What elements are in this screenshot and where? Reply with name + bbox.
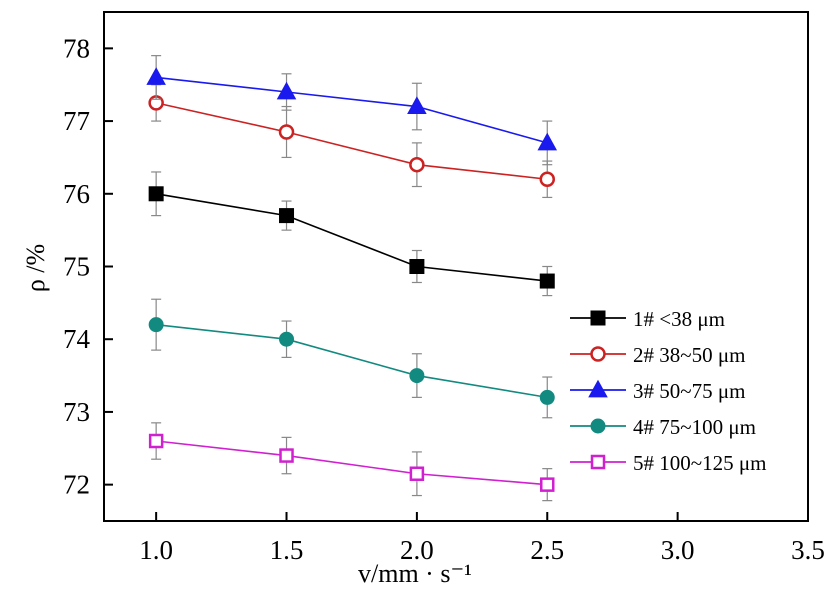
legend-marker-2 [590, 346, 606, 362]
series-1 [148, 171, 555, 297]
y-tick-label-6: 78 [63, 33, 90, 63]
series-1-line [156, 192, 548, 282]
series-2-point-1 [278, 124, 295, 140]
series-2-line [155, 102, 548, 181]
legend-label-4: 4# 75~100 μm [633, 415, 756, 439]
series-3-point-0 [146, 67, 166, 85]
y-tick-label-3: 75 [63, 252, 90, 282]
series-layer [146, 55, 558, 502]
y-tick-label-1: 73 [63, 397, 90, 427]
series-5-line [156, 440, 548, 486]
series-4-line [156, 323, 548, 399]
legend-marker-5 [590, 454, 606, 470]
x-tick-label-2: 2.0 [400, 535, 434, 565]
legend: 1# <38 μm 2# 38~50 μm 3# 50~75 μm 4# 75~100… [570, 307, 766, 475]
ticks: 1.0 1.5 2.0 2.5 3.0 3.5 72 73 74 75 76 77 78 [63, 33, 825, 565]
series-5 [148, 422, 555, 502]
series-2-point-2 [409, 156, 425, 173]
series-4-point-0 [148, 317, 164, 333]
x-tick-label-3: 2.5 [530, 535, 564, 565]
legend-label-1: 1# <38 μm [633, 307, 725, 331]
y-tick-label-2: 74 [63, 324, 91, 354]
series-4-point-3 [539, 389, 555, 405]
x-tick-label-1: 1.5 [270, 535, 304, 565]
legend-label-2: 2# 38~50 μm [633, 343, 745, 367]
series-5-point-2 [409, 466, 425, 481]
series-3-point-3 [537, 132, 558, 151]
series-3-point-1 [276, 81, 297, 100]
x-tick-label-4: 3.0 [661, 535, 695, 565]
y-tick-label-5: 77 [63, 106, 90, 136]
series-3 [146, 55, 558, 166]
series-2-point-3 [539, 171, 556, 187]
series-1-point-0 [148, 186, 164, 202]
series-1-point-1 [279, 208, 295, 224]
y-axis-title: ρ /% [21, 244, 50, 292]
legend-label-5: 5# 100~125 μm [633, 451, 766, 475]
legend-marker-3 [588, 379, 608, 398]
legend-marker-1 [590, 310, 606, 326]
y-tick-label-4: 76 [63, 179, 90, 209]
series-3-point-2 [407, 96, 427, 114]
series-3-line [156, 76, 548, 144]
series-4-point-2 [409, 368, 425, 384]
x-axis-title: v/mm · s⁻¹ [358, 559, 472, 588]
series-4-point-1 [279, 331, 295, 347]
y-tick-label-0: 72 [63, 470, 90, 500]
series-2 [148, 84, 556, 199]
legend-label-3: 3# 50~75 μm [633, 379, 745, 403]
series-5-point-1 [279, 448, 294, 463]
series-1-point-2 [409, 259, 425, 274]
x-tick-label-5: 3.5 [791, 535, 825, 565]
series-5-point-0 [148, 433, 164, 449]
series-1-point-3 [539, 273, 555, 289]
plot-frame [103, 11, 809, 522]
series-4 [148, 298, 555, 419]
series-5-point-3 [540, 477, 555, 492]
legend-marker-4 [590, 418, 606, 434]
x-tick-label-0: 1.0 [139, 535, 173, 565]
